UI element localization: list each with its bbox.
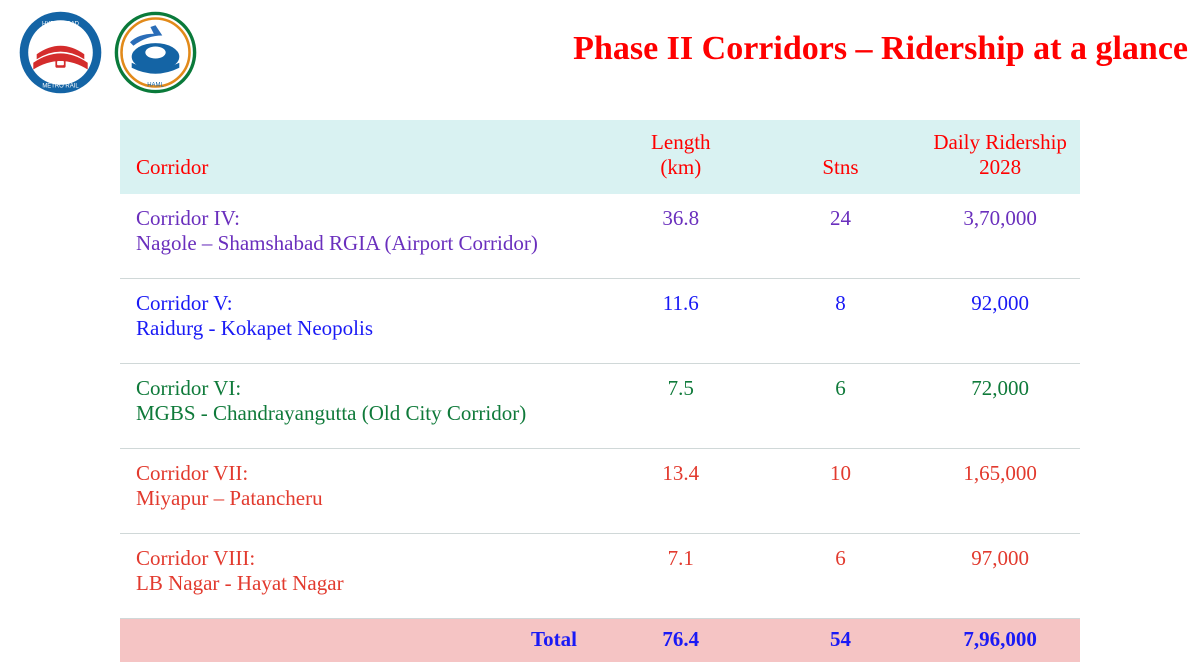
corridor-cell: Corridor V:Raidurg - Kokapet Neopolis: [120, 279, 601, 364]
length-cell: 11.6: [601, 279, 761, 364]
svg-text:HAML: HAML: [147, 83, 164, 89]
total-stns: 54: [761, 619, 921, 662]
corridor-head: Corridor V:: [136, 291, 593, 316]
ridership-cell: 1,65,000: [920, 449, 1080, 534]
svg-text:METRO RAIL: METRO RAIL: [42, 83, 79, 89]
total-ridership: 7,96,000: [920, 619, 1080, 662]
corridor-sub: LB Nagar - Hayat Nagar: [136, 571, 593, 596]
corridor-head: Corridor VII:: [136, 461, 593, 486]
length-cell: 7.1: [601, 534, 761, 619]
ridership-cell: 72,000: [920, 364, 1080, 449]
total-label: Total: [120, 619, 601, 662]
corridor-sub: Raidurg - Kokapet Neopolis: [136, 316, 593, 341]
corridor-cell: Corridor IV:Nagole – Shamshabad RGIA (Ai…: [120, 194, 601, 279]
corridor-cell: Corridor VIII:LB Nagar - Hayat Nagar: [120, 534, 601, 619]
hyderabad-metro-rail-logo-icon: HYDERABAD METRO RAIL: [18, 10, 103, 95]
ridership-cell: 97,000: [920, 534, 1080, 619]
total-row: Total76.4547,96,000: [120, 619, 1080, 662]
corridor-cell: Corridor VII:Miyapur – Patancheru: [120, 449, 601, 534]
col-stns: Stns: [761, 120, 921, 194]
corridor-sub: Miyapur – Patancheru: [136, 486, 593, 511]
col-ridership: Daily Ridership2028: [920, 120, 1080, 194]
stns-cell: 6: [761, 364, 921, 449]
stns-cell: 8: [761, 279, 921, 364]
logo-group: HYDERABAD METRO RAIL HAML: [18, 10, 198, 95]
table-row: Corridor IV:Nagole – Shamshabad RGIA (Ai…: [120, 194, 1080, 279]
table-row: Corridor VI:MGBS - Chandrayangutta (Old …: [120, 364, 1080, 449]
table-header-row: Corridor Length(km) Stns Daily Ridership…: [120, 120, 1080, 194]
table-row: Corridor VII:Miyapur – Patancheru13.4101…: [120, 449, 1080, 534]
total-length: 76.4: [601, 619, 761, 662]
svg-text:HYDERABAD: HYDERABAD: [42, 21, 79, 27]
ridership-cell: 3,70,000: [920, 194, 1080, 279]
corridor-sub: Nagole – Shamshabad RGIA (Airport Corrid…: [136, 231, 593, 256]
haml-logo-icon: HAML: [113, 10, 198, 95]
stns-cell: 6: [761, 534, 921, 619]
length-cell: 7.5: [601, 364, 761, 449]
col-corridor: Corridor: [120, 120, 601, 194]
corridor-head: Corridor VI:: [136, 376, 593, 401]
stns-cell: 24: [761, 194, 921, 279]
corridor-head: Corridor IV:: [136, 206, 593, 231]
corridor-head: Corridor VIII:: [136, 546, 593, 571]
ridership-table: Corridor Length(km) Stns Daily Ridership…: [120, 120, 1080, 662]
corridor-cell: Corridor VI:MGBS - Chandrayangutta (Old …: [120, 364, 601, 449]
corridor-sub: MGBS - Chandrayangutta (Old City Corrido…: [136, 401, 593, 426]
ridership-cell: 92,000: [920, 279, 1080, 364]
stns-cell: 10: [761, 449, 921, 534]
length-cell: 13.4: [601, 449, 761, 534]
page-title: Phase II Corridors – Ridership at a glan…: [573, 10, 1200, 68]
table-row: Corridor V:Raidurg - Kokapet Neopolis11.…: [120, 279, 1080, 364]
col-length: Length(km): [601, 120, 761, 194]
table-row: Corridor VIII:LB Nagar - Hayat Nagar7.16…: [120, 534, 1080, 619]
length-cell: 36.8: [601, 194, 761, 279]
